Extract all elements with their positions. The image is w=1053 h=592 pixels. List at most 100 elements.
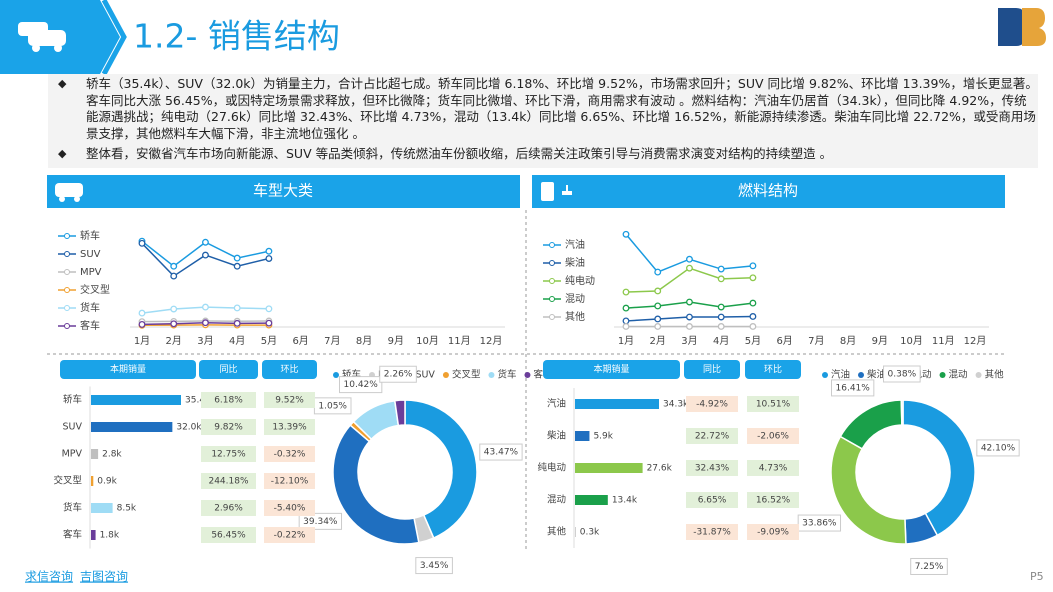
legend-marker bbox=[333, 372, 339, 378]
point bbox=[622, 317, 630, 325]
bar bbox=[91, 422, 173, 432]
point bbox=[202, 238, 209, 246]
cell-text: -9.09% bbox=[757, 528, 789, 538]
legend-label: 汽油 bbox=[565, 238, 585, 251]
x-tick-label: 12月 bbox=[480, 335, 503, 347]
header-cell bbox=[745, 360, 801, 379]
bar-label: 35.4k bbox=[185, 396, 211, 406]
legend-marker bbox=[858, 372, 865, 378]
legend-marker bbox=[549, 242, 555, 248]
legend-marker bbox=[549, 260, 555, 266]
bar-label: 34.3k bbox=[663, 400, 689, 410]
point bbox=[717, 303, 725, 311]
legend-label: 汽油 bbox=[831, 369, 850, 381]
label-box bbox=[379, 365, 417, 383]
data-label: 7.25% bbox=[915, 562, 944, 572]
x-tick-label: 5月 bbox=[261, 335, 277, 347]
bar-label: 13.4k bbox=[612, 496, 638, 506]
data-label: 42.10% bbox=[981, 443, 1016, 453]
legend-marker bbox=[442, 372, 449, 378]
line bbox=[625, 267, 753, 293]
x-tick-label: 5月 bbox=[745, 335, 761, 347]
cell bbox=[264, 392, 315, 408]
page-number: P5 bbox=[1030, 570, 1044, 583]
cell-text: 4.73% bbox=[759, 464, 788, 474]
point bbox=[233, 262, 241, 270]
row-label: 纯电动 bbox=[537, 462, 566, 474]
slice bbox=[902, 399, 976, 537]
panel-header bbox=[47, 175, 520, 208]
cell bbox=[201, 473, 256, 489]
cell bbox=[264, 527, 315, 543]
cell-text: -12.10% bbox=[271, 477, 309, 487]
point bbox=[233, 319, 241, 327]
data-label: 16.41% bbox=[836, 383, 871, 393]
point bbox=[686, 264, 693, 272]
x-tick-label: 10月 bbox=[416, 335, 439, 347]
point bbox=[654, 315, 662, 323]
bar bbox=[91, 530, 96, 540]
bar bbox=[91, 395, 181, 405]
data-label: 39.34% bbox=[303, 517, 338, 527]
car-icon bbox=[55, 183, 83, 202]
cell bbox=[201, 446, 256, 462]
data-label: 3.45% bbox=[420, 561, 449, 571]
x-tick-label: 4月 bbox=[713, 335, 729, 347]
cell bbox=[264, 419, 315, 435]
label-box bbox=[415, 557, 453, 575]
point bbox=[654, 302, 662, 310]
x-tick-label: 6月 bbox=[292, 335, 308, 347]
point bbox=[749, 323, 757, 330]
x-tick-label: 1月 bbox=[134, 335, 150, 347]
point bbox=[170, 305, 178, 313]
point bbox=[749, 299, 757, 307]
point bbox=[202, 303, 209, 311]
row-label: 混动 bbox=[547, 495, 566, 506]
cell-text: 12.75% bbox=[211, 450, 246, 460]
legend-marker bbox=[822, 372, 828, 378]
point bbox=[654, 287, 662, 295]
label-box bbox=[797, 514, 842, 532]
x-tick-label: 11月 bbox=[448, 335, 471, 347]
row-label: 轿车 bbox=[63, 394, 82, 406]
point bbox=[138, 239, 146, 247]
point bbox=[717, 323, 725, 330]
point bbox=[749, 313, 757, 320]
data-label: 33.86% bbox=[802, 519, 837, 529]
point bbox=[686, 313, 693, 321]
legend-marker bbox=[549, 296, 555, 302]
legend-label: 交叉型 bbox=[80, 283, 110, 296]
label-box bbox=[298, 512, 343, 530]
footer-link[interactable]: 求信咨询 bbox=[25, 569, 73, 584]
label-box bbox=[883, 365, 921, 383]
legend-label: 货车 bbox=[497, 369, 516, 381]
cell bbox=[201, 392, 256, 408]
legend-label: 柴油 bbox=[565, 256, 585, 269]
footer-link[interactable]: 吉图咨询 bbox=[80, 569, 128, 584]
cell bbox=[747, 428, 799, 444]
legend-marker bbox=[549, 278, 555, 284]
legend-marker bbox=[64, 269, 70, 275]
point bbox=[265, 319, 273, 327]
point bbox=[622, 323, 630, 330]
logo bbox=[998, 8, 1046, 46]
panel-title: 燃料结构 bbox=[738, 182, 798, 200]
data-label: 10.42% bbox=[344, 380, 379, 390]
point bbox=[686, 323, 693, 330]
bullet: 轿车（35.4k）、SUV（32.0k）为销量主力，合计占比超七成。轿车同比增 … bbox=[48, 76, 1038, 142]
cell-text: 32.43% bbox=[695, 464, 730, 474]
cell bbox=[264, 446, 315, 462]
point bbox=[170, 272, 178, 280]
header-chevron bbox=[101, 0, 127, 76]
x-tick-label: 2月 bbox=[650, 335, 666, 347]
legend-label: 货车 bbox=[80, 301, 100, 314]
row-label: 汽油 bbox=[547, 398, 566, 410]
point bbox=[138, 309, 146, 317]
x-tick-label: 3月 bbox=[681, 335, 697, 347]
header-cell bbox=[60, 360, 196, 379]
bar bbox=[575, 399, 659, 409]
title: 1.2- 销售结构 bbox=[133, 17, 340, 56]
panel-title: 车型大类 bbox=[253, 182, 313, 200]
legend-label: 客车 bbox=[80, 319, 100, 332]
cell bbox=[686, 492, 738, 508]
